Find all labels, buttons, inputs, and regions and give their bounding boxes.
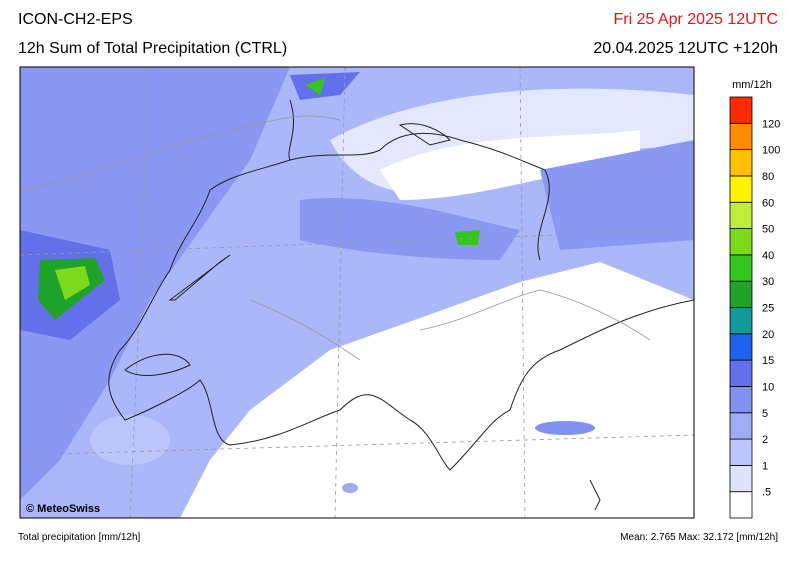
- legend-swatch: [729, 96, 753, 124]
- legend-swatch: [729, 491, 753, 519]
- legend-label: 25: [762, 303, 774, 315]
- legend-label: 30: [762, 276, 774, 288]
- valid-time: Fri 25 Apr 2025 12UTC: [613, 11, 778, 28]
- legend-label: 60: [762, 197, 774, 209]
- legend-unit: mm/12h: [732, 79, 772, 91]
- legend-swatch: [729, 307, 753, 335]
- legend-label: 100: [762, 145, 780, 157]
- legend-swatch: [729, 412, 753, 440]
- run-time: 20.04.2025 12UTC +120h: [593, 40, 778, 57]
- legend-swatch: [729, 464, 753, 493]
- legend-label: 120: [762, 118, 780, 130]
- legend-swatch: [729, 280, 753, 308]
- legend-label: .5: [762, 487, 771, 499]
- legend-swatch: [729, 228, 753, 256]
- legend-label: 50: [762, 224, 774, 236]
- legend-swatch: [729, 386, 753, 414]
- legend-swatch: [729, 359, 753, 387]
- footer-left: Total precipitation [mm/12h]: [18, 532, 141, 543]
- model-title: ICON-CH2-EPS: [18, 11, 133, 28]
- legend-label: 10: [762, 381, 774, 393]
- legend-swatch: [729, 175, 753, 203]
- legend-swatch: [729, 333, 753, 361]
- map: [20, 67, 694, 518]
- legend-label: 1: [762, 460, 768, 472]
- legend-swatch: [729, 254, 753, 282]
- legend-swatch: [729, 122, 753, 151]
- credit: © MeteoSwiss: [26, 503, 100, 515]
- legend-label: 15: [762, 355, 774, 367]
- map-frame: [19, 66, 695, 519]
- legend-label: 80: [762, 171, 774, 183]
- legend-swatch: [729, 149, 753, 177]
- legend-swatch: [729, 438, 753, 466]
- legend-swatch: [729, 201, 753, 229]
- legend-label: 20: [762, 329, 774, 341]
- legend-label: 40: [762, 250, 774, 262]
- footer-stats: Mean: 2.765 Max: 32.172 [mm/12h]: [620, 532, 778, 543]
- legend-label: 2: [762, 434, 768, 446]
- product-title: 12h Sum of Total Precipitation (CTRL): [18, 40, 287, 57]
- legend-label: 5: [762, 408, 768, 420]
